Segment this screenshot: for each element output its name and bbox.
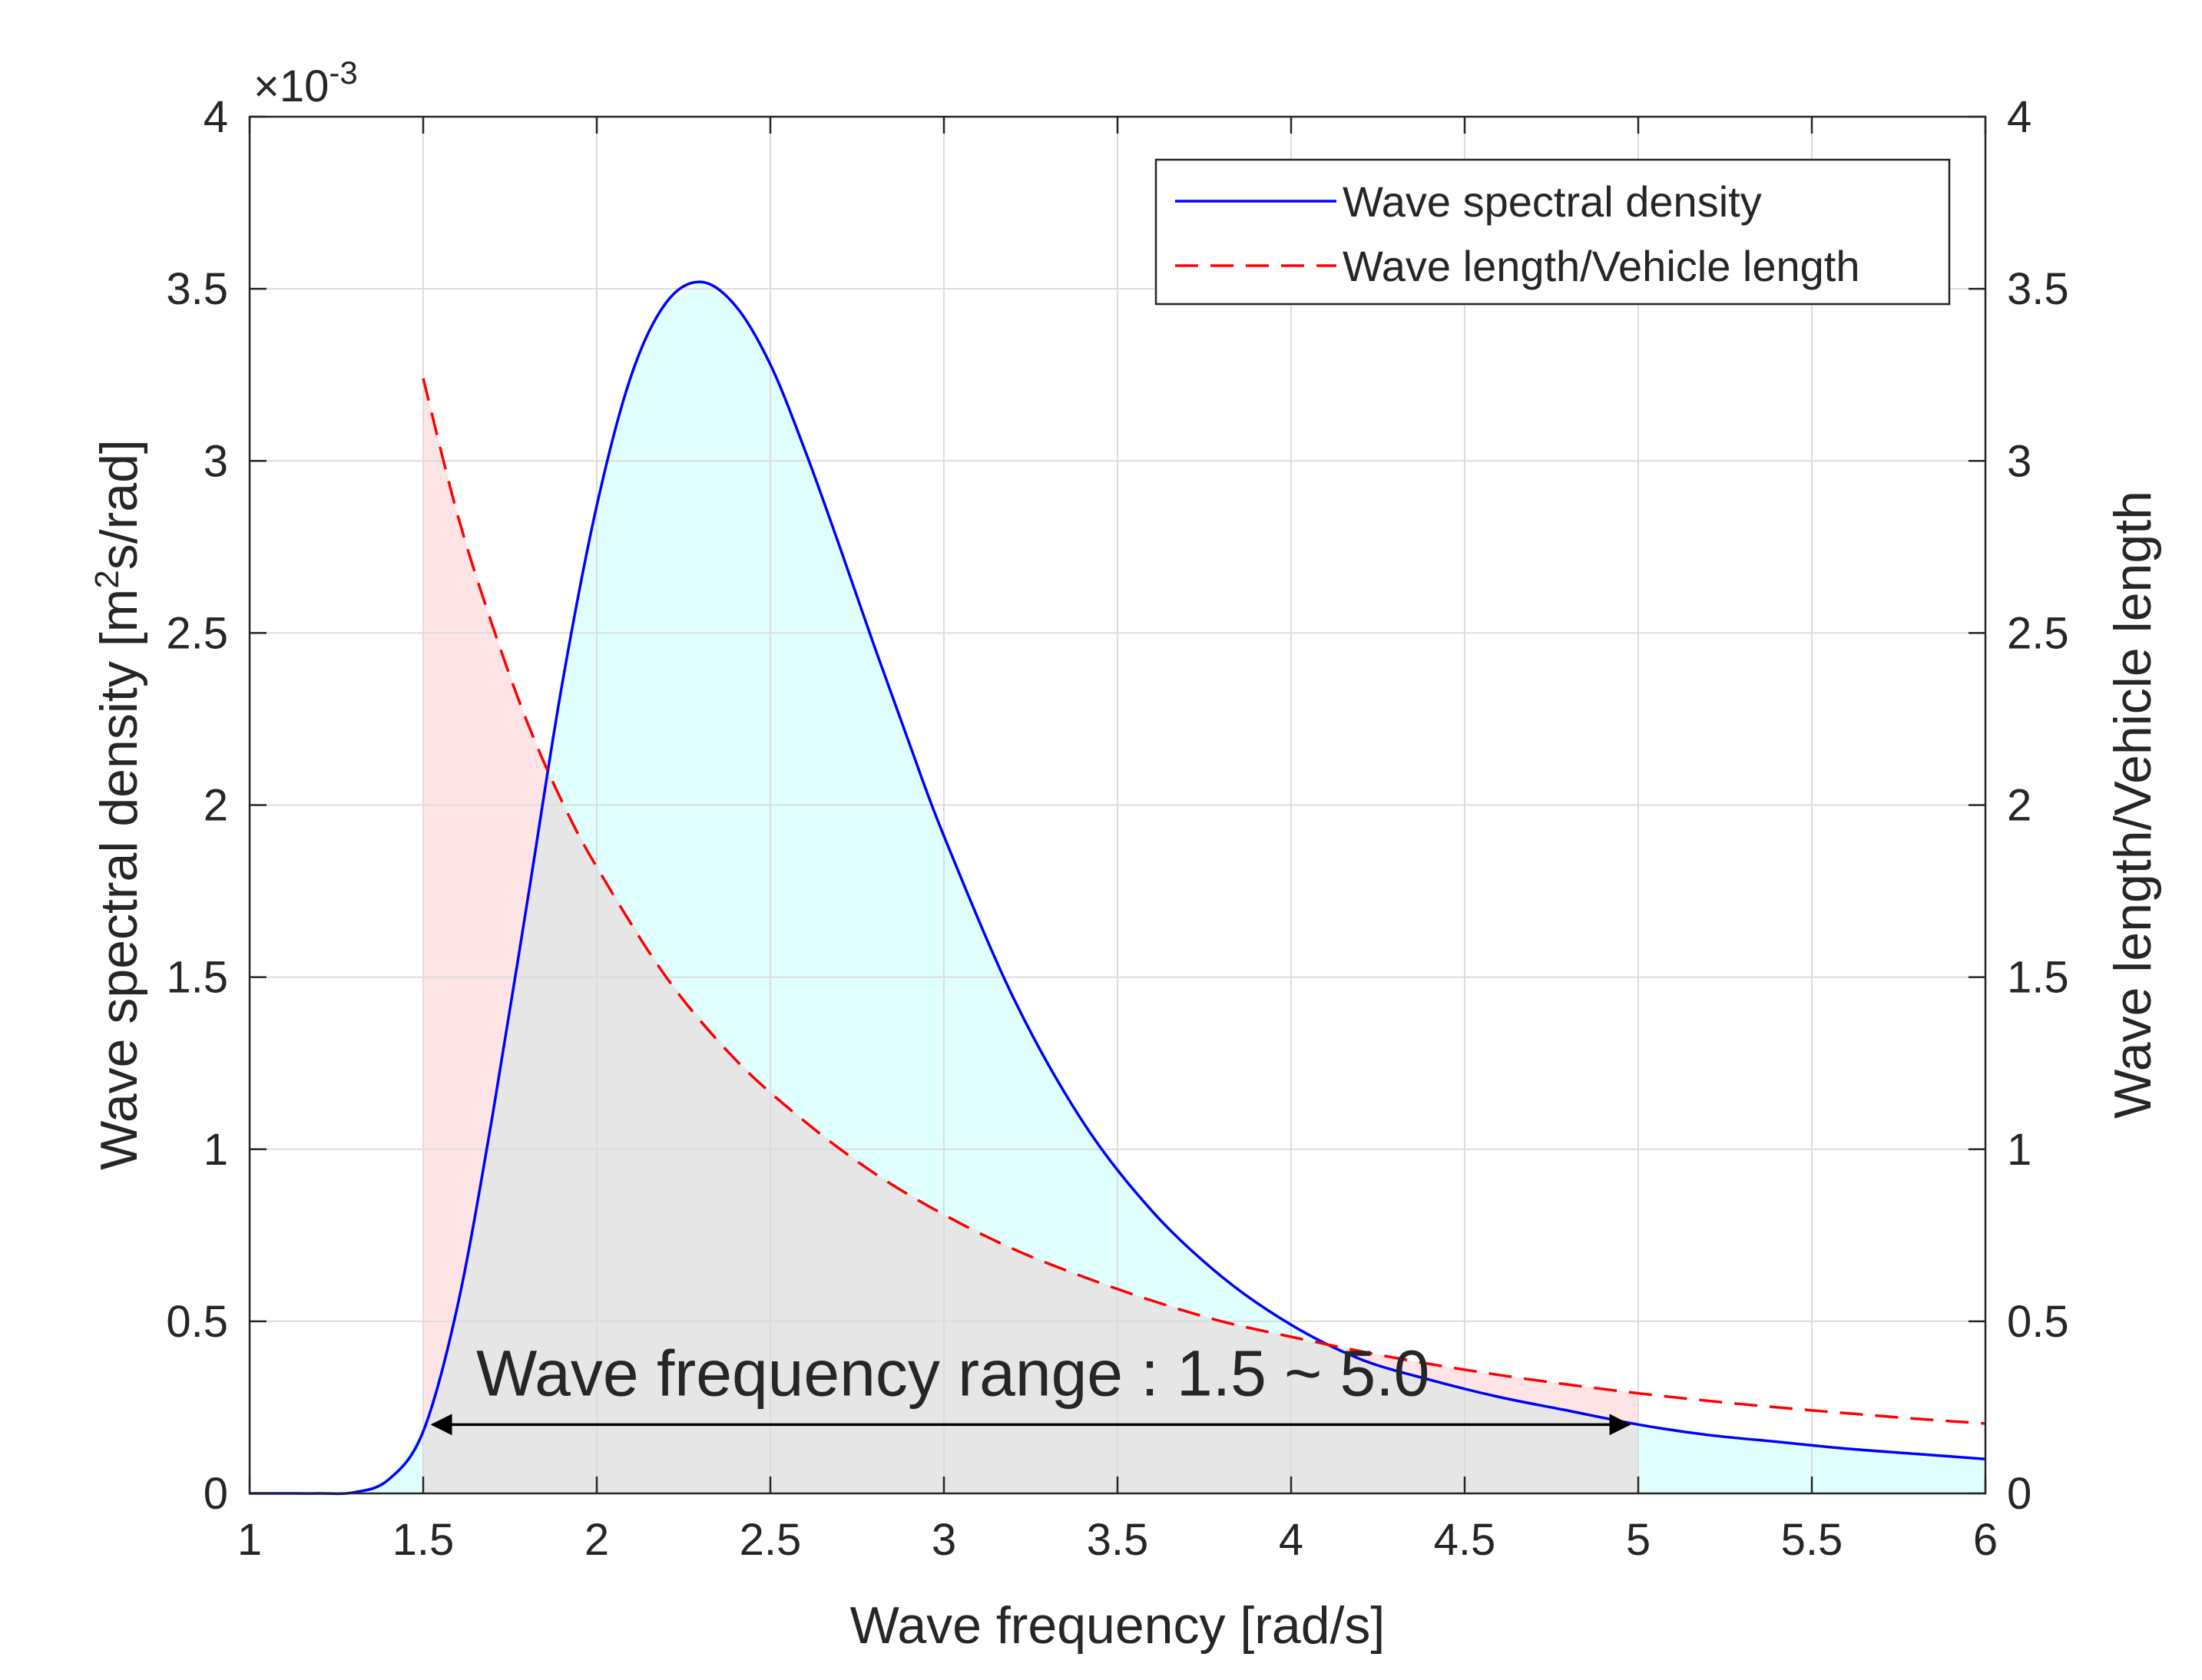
- x-tick-label: 1: [237, 1515, 262, 1565]
- y-left-tick-label: 4: [204, 92, 228, 142]
- gray-fill: [423, 772, 1638, 1493]
- x-tick-label: 6: [1973, 1515, 1998, 1565]
- legend: Wave spectral density Wave length/Vehicl…: [1154, 158, 1951, 306]
- range-annotation-text: Wave frequency range : 1.5 ~ 5.0: [476, 1337, 1429, 1409]
- series-line-wave-length-ratio: [422, 378, 1986, 1425]
- x-tick-label: 1.5: [392, 1515, 455, 1565]
- exponent-prefix: ×10: [253, 61, 329, 111]
- y-left-label-superscript: 2: [88, 570, 126, 588]
- y-right-tick-label: 2.5: [2007, 608, 2069, 658]
- y-left-exponent-label: ×10-3: [253, 55, 358, 112]
- x-tick-label: 5: [1626, 1515, 1651, 1565]
- y-left-tick-label: 0.5: [166, 1297, 228, 1347]
- y-left-label-prefix: Wave spectral density [m: [90, 589, 148, 1170]
- series-line-wave-spectral-density: [250, 280, 1986, 1496]
- plot-area: [248, 115, 1987, 1496]
- y-left-axis-label: Wave spectral density [m2s/rad]: [88, 439, 149, 1170]
- y-left-label-suffix: s/rad]: [90, 439, 148, 570]
- y-right-tick-label: 1.5: [2007, 953, 2069, 1003]
- y-right-axis-label: Wave length/Vehicle length: [2104, 491, 2162, 1119]
- x-tick-label: 3: [932, 1515, 956, 1565]
- x-tick-label: 3.5: [1087, 1515, 1149, 1565]
- y-right-tick-labels: 0 0.5 1 1.5 2 2.5 3 3.5 4: [2007, 92, 2069, 1519]
- x-tick-label: 4.5: [1434, 1515, 1496, 1565]
- legend-label-wave-length-ratio: Wave length/Vehicle length: [1343, 242, 1859, 290]
- y-right-tick-label: 0: [2007, 1469, 2031, 1519]
- y-right-tick-label: 3: [2007, 436, 2031, 486]
- y-left-tick-label: 1.5: [166, 953, 228, 1003]
- y-left-tick-label: 3.5: [166, 264, 228, 314]
- y-right-tick-label: 2: [2007, 781, 2031, 831]
- exponent-power: -3: [329, 55, 357, 91]
- y-left-tick-label: 2.5: [166, 608, 228, 658]
- y-left-tick-label: 2: [204, 781, 228, 831]
- y-left-tick-label: 3: [204, 436, 228, 486]
- y-right-tick-label: 4: [2007, 92, 2031, 142]
- y-right-tick-label: 3.5: [2007, 264, 2069, 314]
- annotation: Wave frequency range : 1.5 ~ 5.0: [430, 1337, 1631, 1436]
- y-right-tick-label: 1: [2007, 1125, 2031, 1175]
- x-tick-labels: 1 1.5 2 2.5 3 3.5 4 4.5 5 5.5 6: [237, 1515, 1998, 1565]
- x-tick-label: 2.5: [740, 1515, 802, 1565]
- y-left-tick-label: 1: [204, 1125, 228, 1175]
- x-tick-label: 2: [584, 1515, 609, 1565]
- y-left-tick-label: 0: [204, 1469, 228, 1519]
- legend-label-wave-spectral-density: Wave spectral density: [1343, 177, 1762, 226]
- x-tick-label: 4: [1279, 1515, 1303, 1565]
- y-right-tick-label: 0.5: [2007, 1297, 2069, 1347]
- tick-marks: [248, 115, 1987, 1495]
- x-tick-label: 5.5: [1781, 1515, 1843, 1565]
- y-left-tick-labels: 0 0.5 1 1.5 2 2.5 3 3.5 4: [166, 92, 228, 1519]
- x-axis-label: Wave frequency [rad/s]: [850, 1596, 1386, 1655]
- legend-box: [1154, 158, 1951, 306]
